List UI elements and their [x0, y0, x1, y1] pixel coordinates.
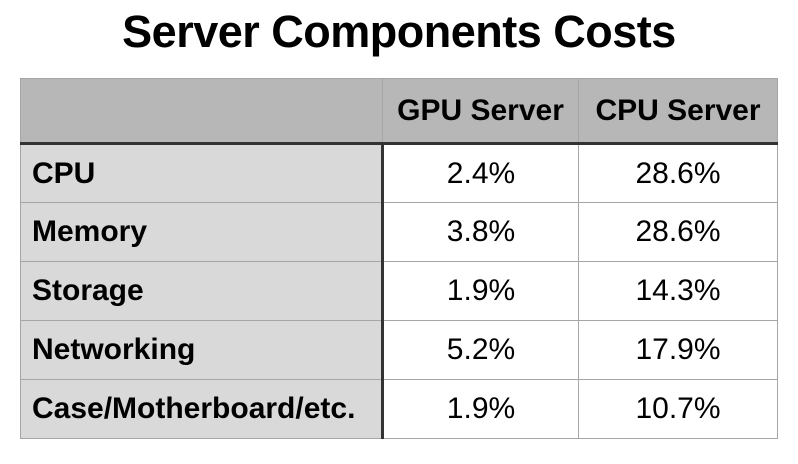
page-title: Server Components Costs [122, 6, 676, 57]
gpu-server-value: 5.2% [382, 320, 579, 380]
costs-table: GPU Server CPU Server CPU 2.4% 28.6% Mem… [20, 78, 778, 439]
row-label: Memory [20, 202, 384, 262]
table-row-storage: Storage 1.9% 14.3% [20, 261, 778, 321]
header-row: GPU Server CPU Server [20, 78, 778, 145]
column-header-cpu-server: CPU Server [578, 78, 778, 145]
row-label: Networking [20, 320, 384, 380]
cpu-server-value: 14.3% [578, 261, 778, 321]
gpu-server-value: 2.4% [382, 143, 579, 203]
column-header-gpu-server: GPU Server [382, 78, 579, 145]
cpu-server-value: 17.9% [578, 320, 778, 380]
gpu-server-value: 1.9% [382, 261, 579, 321]
table-row-networking: Networking 5.2% 17.9% [20, 320, 778, 380]
table-row-case-motherboard: Case/Motherboard/etc. 1.9% 10.7% [20, 379, 778, 439]
row-label: CPU [20, 143, 384, 203]
table-row-cpu: CPU 2.4% 28.6% [20, 143, 778, 203]
table-row-memory: Memory 3.8% 28.6% [20, 202, 778, 262]
gpu-server-value: 1.9% [382, 379, 579, 439]
cpu-server-value: 28.6% [578, 202, 778, 262]
cpu-server-value: 10.7% [578, 379, 778, 439]
corner-cell [20, 78, 383, 145]
row-label: Storage [20, 261, 384, 321]
row-label: Case/Motherboard/etc. [20, 379, 384, 439]
cpu-server-value: 28.6% [578, 143, 778, 203]
gpu-server-value: 3.8% [382, 202, 579, 262]
